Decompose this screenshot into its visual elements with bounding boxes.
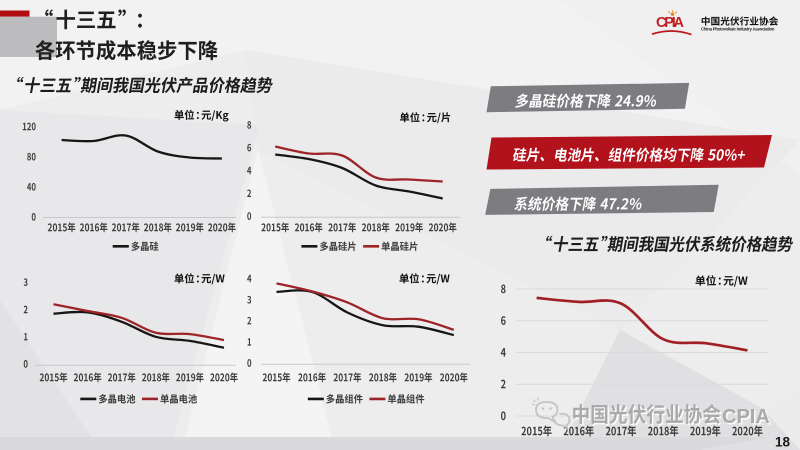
svg-text:China Photovoltaic Industry As: China Photovoltaic Industry Association (701, 27, 775, 32)
svg-text:CPIA: CPIA (724, 407, 772, 429)
svg-text:18: 18 (775, 435, 791, 450)
svg-text:CPIA: CPIA (722, 406, 770, 428)
svg-text:CPIA: CPIA (656, 15, 685, 31)
